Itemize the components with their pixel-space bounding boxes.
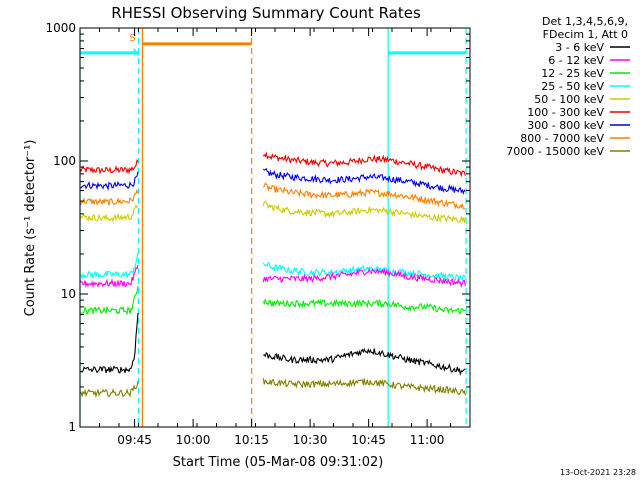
x-axis-label: Start Time (05-Mar-08 09:31:02) <box>173 455 384 470</box>
series-line <box>262 182 466 210</box>
chart-title: RHESSI Observing Summary Count Rates <box>111 4 421 22</box>
series-line <box>79 380 139 399</box>
legend-header-line-1: Det 1,3,4,5,6,9, <box>542 15 628 28</box>
series-line <box>79 312 139 374</box>
annotation-layer: SN <box>79 28 467 427</box>
y-axis-label: Count Rate (s⁻¹ detector⁻¹) <box>23 140 38 317</box>
x-tick-label: 10:15 <box>234 433 269 447</box>
render-timestamp: 13-Oct-2021 23:28 <box>560 468 636 477</box>
legend-entry-label: 300 - 800 keV <box>527 119 604 132</box>
series-line <box>79 158 139 175</box>
series-line <box>79 264 139 289</box>
legend-entry-label: 3 - 6 keV <box>555 41 604 54</box>
series-line <box>79 252 139 280</box>
y-tick-label: 10 <box>61 287 76 301</box>
series-line <box>262 298 466 315</box>
tick-layer: 1 10 100 1000 09:45 10:00 10:15 10:30 10:45 11:00 <box>45 21 471 447</box>
series-line <box>263 347 466 376</box>
x-tick-label: 10:30 <box>293 433 328 447</box>
series-line <box>79 204 139 224</box>
series-line <box>262 200 466 224</box>
legend-entry-label: 50 - 100 keV <box>534 93 604 106</box>
legend-entry-label: 6 - 12 keV <box>548 54 604 67</box>
y-tick-label: 1 <box>68 420 76 434</box>
marker-label: N <box>133 48 140 59</box>
series-line <box>79 188 139 207</box>
marker-label: S <box>129 33 135 44</box>
legend-entry-label: 7000 - 15000 keV <box>506 145 604 158</box>
x-tick-label: 09:45 <box>117 433 152 447</box>
series-line <box>262 378 466 396</box>
series-line <box>79 171 139 191</box>
legend-entry-label: 100 - 300 keV <box>527 106 604 119</box>
legend-entry-label: 12 - 25 keV <box>541 67 604 80</box>
series-line <box>262 151 466 178</box>
series-line <box>262 261 466 281</box>
series-line <box>262 168 466 195</box>
x-tick-label: 10:45 <box>351 433 386 447</box>
series-layer <box>79 151 466 399</box>
plot-frame <box>79 27 471 428</box>
x-tick-label: 11:00 <box>410 433 445 447</box>
legend-entry-label: 25 - 50 keV <box>541 80 604 93</box>
legend-header-line-2: FDecim 1, Att 0 <box>543 28 628 41</box>
y-tick-label: 1000 <box>45 21 76 35</box>
y-tick-label: 100 <box>53 154 76 168</box>
x-tick-label: 10:00 <box>176 433 211 447</box>
series-line <box>262 267 466 288</box>
series-line <box>79 285 139 316</box>
legend-entry-label: 800 - 7000 keV <box>520 132 604 145</box>
legend: Det 1,3,4,5,6,9, FDecim 1, Att 0 3 - 6 k… <box>506 15 630 158</box>
